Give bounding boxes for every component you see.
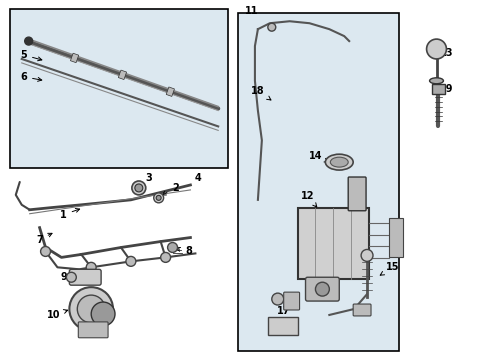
Circle shape — [272, 293, 284, 305]
Bar — [71, 53, 79, 63]
FancyBboxPatch shape — [348, 177, 366, 211]
Text: 2: 2 — [162, 183, 179, 195]
Circle shape — [24, 37, 33, 45]
Text: 14: 14 — [309, 151, 328, 162]
Ellipse shape — [430, 78, 443, 84]
Circle shape — [154, 193, 164, 203]
Text: 1: 1 — [60, 208, 79, 220]
Bar — [166, 87, 174, 96]
Circle shape — [135, 184, 143, 192]
Text: 16: 16 — [277, 324, 291, 334]
Circle shape — [66, 272, 76, 282]
Text: 9: 9 — [60, 272, 75, 282]
FancyBboxPatch shape — [432, 84, 445, 94]
Text: 6: 6 — [21, 72, 42, 82]
Ellipse shape — [330, 157, 348, 167]
FancyBboxPatch shape — [389, 218, 403, 257]
Text: 12: 12 — [301, 191, 317, 207]
FancyBboxPatch shape — [78, 322, 108, 338]
Ellipse shape — [325, 154, 353, 170]
Circle shape — [132, 181, 146, 195]
Circle shape — [361, 249, 373, 261]
Circle shape — [86, 262, 96, 272]
FancyBboxPatch shape — [70, 269, 101, 285]
FancyBboxPatch shape — [10, 9, 228, 168]
FancyBboxPatch shape — [238, 13, 399, 351]
Circle shape — [70, 287, 113, 331]
Text: 10: 10 — [47, 310, 68, 320]
Text: 5: 5 — [21, 50, 42, 61]
Text: 19: 19 — [440, 84, 453, 94]
Text: 13: 13 — [440, 48, 453, 58]
Circle shape — [156, 195, 161, 201]
FancyBboxPatch shape — [284, 292, 299, 310]
Circle shape — [161, 252, 171, 262]
Text: 8: 8 — [176, 247, 192, 256]
FancyBboxPatch shape — [297, 208, 369, 279]
Circle shape — [316, 282, 329, 296]
Text: 15: 15 — [380, 262, 400, 275]
Circle shape — [126, 256, 136, 266]
Text: 7: 7 — [36, 233, 52, 244]
Circle shape — [41, 247, 50, 256]
Circle shape — [427, 39, 446, 59]
Circle shape — [91, 302, 115, 326]
Text: 17: 17 — [277, 302, 291, 316]
Bar — [118, 70, 126, 80]
FancyBboxPatch shape — [306, 277, 339, 301]
Circle shape — [268, 23, 276, 31]
FancyBboxPatch shape — [353, 304, 371, 316]
FancyBboxPatch shape — [268, 317, 297, 335]
Text: 11: 11 — [245, 6, 259, 16]
Circle shape — [77, 295, 105, 323]
Text: 3: 3 — [140, 173, 152, 186]
Text: 18: 18 — [251, 86, 271, 100]
Circle shape — [168, 243, 177, 252]
Text: 4: 4 — [195, 173, 202, 183]
